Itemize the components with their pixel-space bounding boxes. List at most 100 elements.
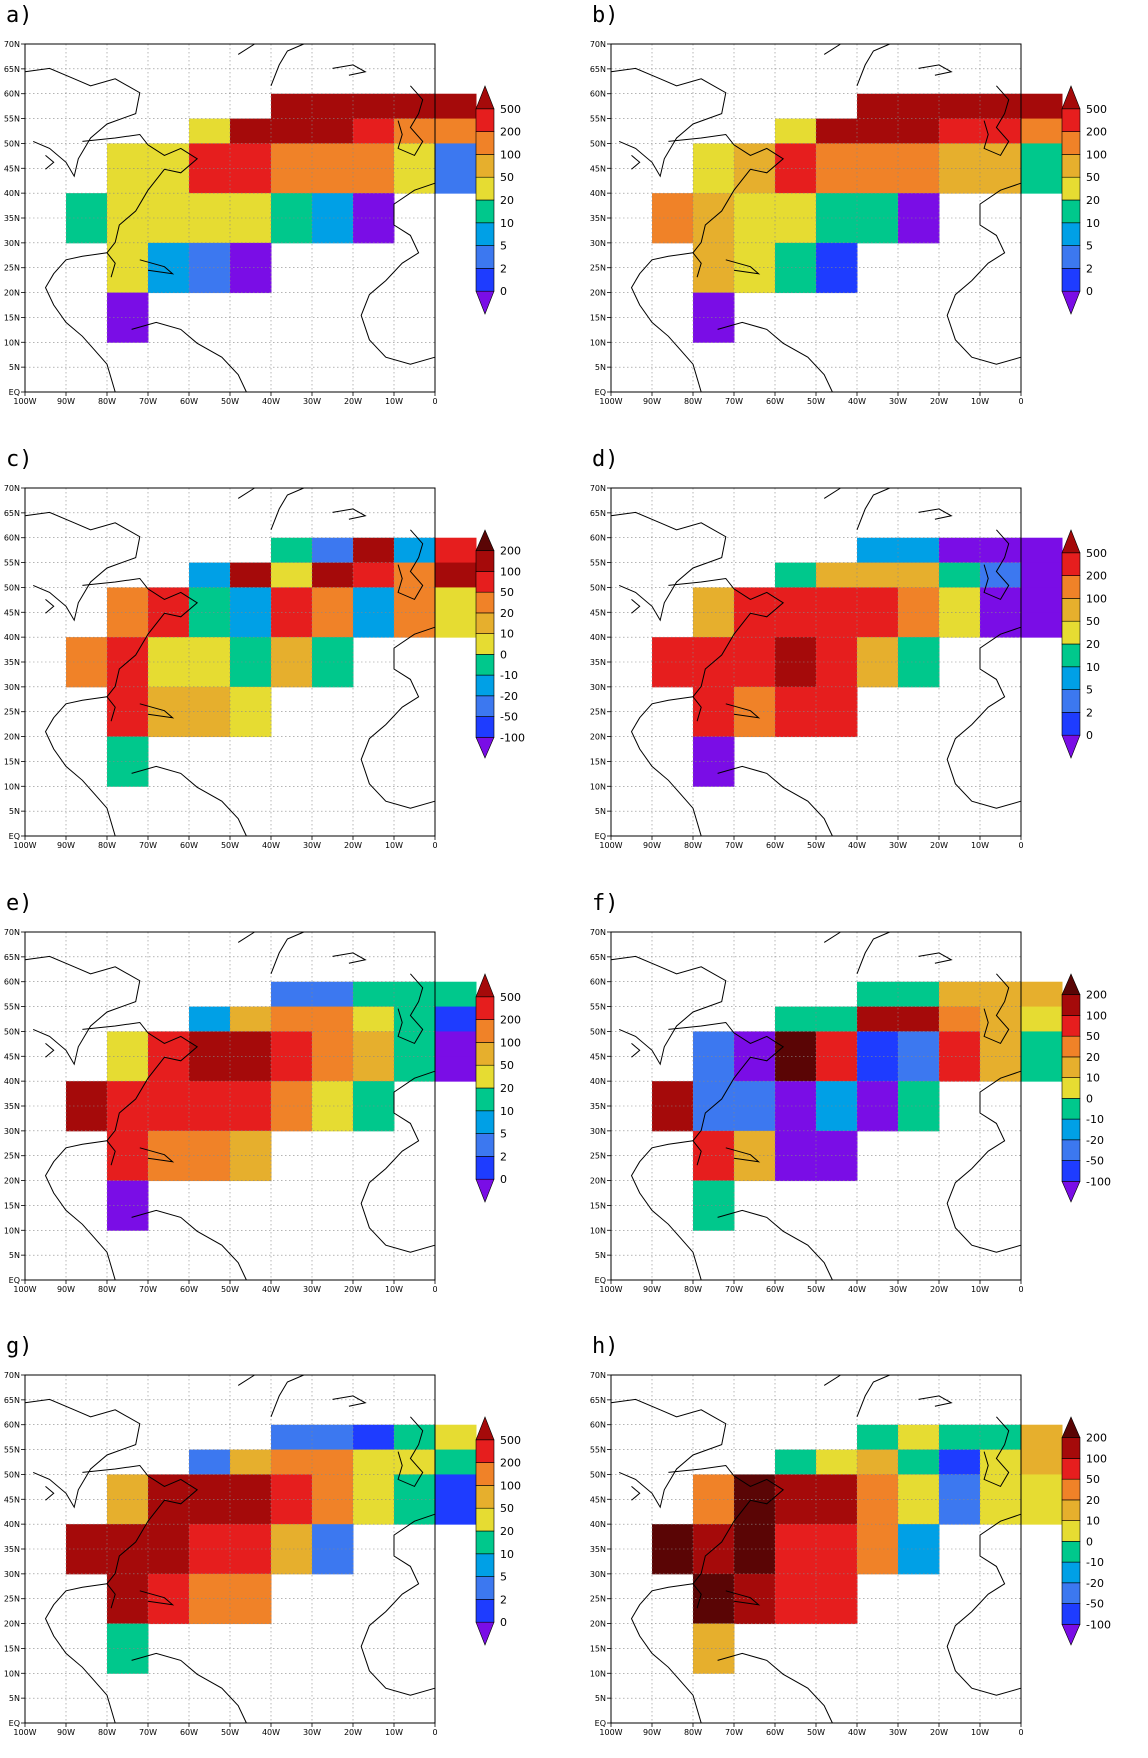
y-tick-label: EQ: [9, 832, 20, 841]
heatmap-cell: [107, 292, 149, 318]
y-tick-label: 50N: [4, 139, 20, 148]
heatmap-cell: [652, 1524, 694, 1550]
coastline: [131, 1652, 247, 1724]
colorbar-band: [475, 674, 495, 697]
x-tick-label: 90W: [643, 1728, 661, 1737]
coastline: [360, 626, 436, 809]
x-tick-label: 80W: [98, 397, 116, 406]
heatmap-cell: [189, 562, 231, 588]
y-tick-label: 25N: [4, 1595, 20, 1604]
heatmap-cell: [353, 537, 395, 564]
coastline: [44, 696, 116, 837]
heatmap-cell: [148, 193, 190, 219]
heatmap-cell: [1021, 537, 1063, 564]
colorbar-label: 200: [500, 1014, 521, 1027]
heatmap-cell: [775, 612, 817, 638]
y-tick-label: 20N: [4, 1620, 20, 1629]
heatmap-cell: [353, 587, 395, 613]
heatmap-cell: [66, 662, 108, 688]
heatmap-cell: [980, 168, 1022, 194]
colorbar-band: [1061, 1056, 1081, 1078]
heatmap-cell: [693, 1524, 735, 1550]
y-tick-label: EQ: [9, 1276, 20, 1285]
heatmap-cell: [230, 612, 272, 638]
heatmap-cell: [693, 1056, 735, 1082]
heatmap-cell: [312, 562, 354, 588]
colorbar-label: 200: [1086, 989, 1107, 1002]
colorbar-triangle: [1061, 973, 1081, 996]
colorbar-triangle: [475, 290, 495, 315]
heatmap-cell: [816, 1449, 858, 1475]
heatmap-cell: [939, 1424, 981, 1451]
y-tick-label: 35N: [590, 1545, 606, 1554]
heatmap-cell: [230, 1130, 272, 1157]
heatmap-cell: [230, 562, 272, 588]
y-tick-label: 25N: [590, 1595, 606, 1604]
heatmap-cell: [693, 1648, 735, 1674]
heatmap-cell: [107, 1205, 149, 1231]
heatmap-cell: [898, 1081, 940, 1107]
y-tick-label: 70N: [590, 484, 606, 493]
colorbar-label: 50: [500, 586, 514, 599]
x-tick-label: 80W: [98, 841, 116, 850]
x-tick-label: 30W: [889, 397, 907, 406]
coastline: [332, 952, 367, 964]
y-tick-label: 70N: [590, 1371, 606, 1380]
heatmap-cell: [312, 218, 354, 244]
colorbar-label: 0: [500, 285, 507, 298]
heatmap-cell: [230, 218, 272, 244]
heatmap-cell: [312, 1056, 354, 1082]
heatmap-cell: [1021, 1056, 1063, 1082]
heatmap-cell: [394, 93, 436, 120]
heatmap-cell: [189, 267, 231, 294]
coastline: [45, 599, 55, 614]
colorbar-triangle: [1061, 1180, 1081, 1203]
panel-a: a) 100W 90W 80W 70W 60W 50W 40W 30W 20W 10W 0 EQ 5N 10…: [4, 3, 521, 406]
x-tick-label: 20W: [930, 1728, 948, 1737]
heatmap-cell: [353, 1031, 395, 1057]
heatmap-cell: [435, 587, 477, 613]
heatmap-cell: [394, 1031, 436, 1057]
x-tick-label: 100W: [599, 1728, 622, 1737]
x-tick-label: 60W: [180, 1285, 198, 1294]
heatmap-cell: [107, 1499, 149, 1525]
heatmap-cell: [230, 711, 272, 738]
x-tick-label: 100W: [599, 397, 622, 406]
heatmap-cell: [980, 981, 1022, 1008]
coastline: [139, 1590, 175, 1606]
y-tick-label: 50N: [4, 1470, 20, 1479]
heatmap-cell: [939, 118, 981, 144]
coastline: [823, 487, 841, 499]
heatmap-cell: [107, 1155, 149, 1182]
heatmap-cell: [230, 587, 272, 613]
heatmap-cell: [693, 761, 735, 787]
coastline: [237, 1374, 255, 1386]
colorbar-label: 200: [500, 1457, 521, 1470]
colorbar-label: -100: [500, 731, 525, 744]
heatmap-cell: [734, 612, 776, 638]
x-tick-label: 70W: [139, 1728, 157, 1737]
coastline: [630, 696, 702, 837]
heatmap-cell: [816, 637, 858, 663]
heatmap-cell: [107, 168, 149, 194]
colorbar-band: [1061, 1478, 1081, 1501]
heatmap-cell: [271, 1499, 313, 1525]
heatmap-cell: [898, 1056, 940, 1082]
y-tick-label: 20N: [4, 1177, 20, 1186]
y-tick-label: 65N: [590, 953, 606, 962]
heatmap-cell: [353, 93, 395, 120]
heatmap-cell: [816, 562, 858, 588]
y-tick-label: 15N: [590, 1201, 606, 1210]
colorbar-band: [475, 550, 495, 572]
y-tick-label: 35N: [590, 1102, 606, 1111]
coastline: [44, 1583, 116, 1724]
y-tick-label: 35N: [4, 658, 20, 667]
colorbar-label: 50: [500, 171, 514, 184]
heatmap-cell: [939, 537, 981, 564]
heatmap-cell: [693, 1549, 735, 1575]
heatmap-cell: [816, 1573, 858, 1600]
colorbar-triangle: [1061, 734, 1081, 759]
heatmap-cell: [693, 1623, 735, 1649]
heatmap-cell: [816, 1081, 858, 1107]
